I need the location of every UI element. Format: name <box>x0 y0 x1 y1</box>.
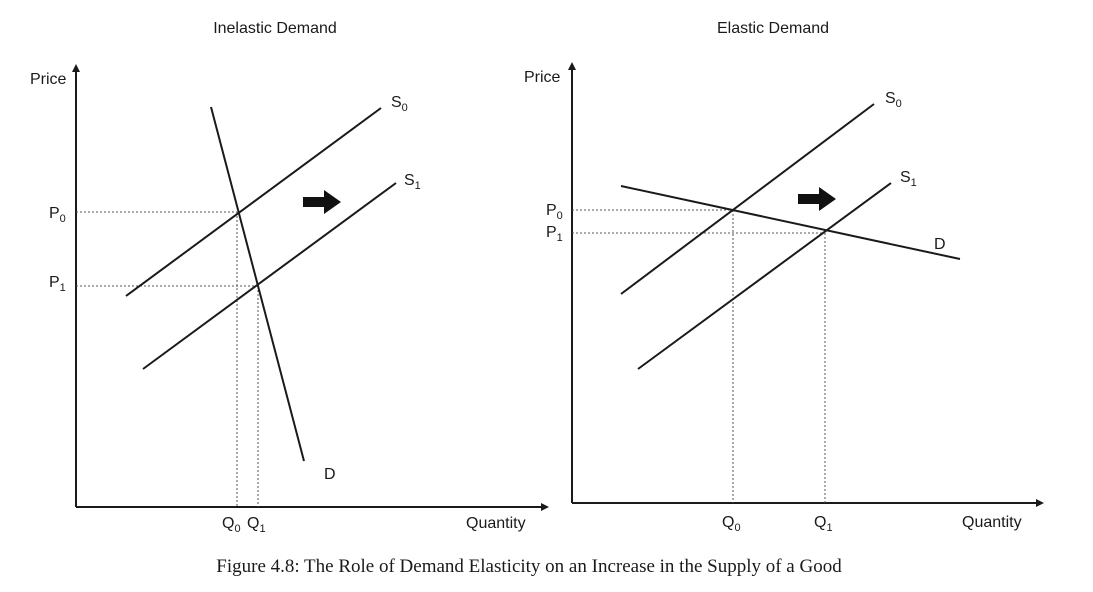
label-p1: P1 <box>49 274 66 294</box>
label-p0: P0 <box>546 202 563 222</box>
label-s1: S1 <box>404 172 421 192</box>
x-axis-label: Quantity <box>962 514 1022 531</box>
x-axis-label: Quantity <box>466 515 526 532</box>
supply-curve-s0 <box>125 107 382 297</box>
label-s0: S0 <box>391 94 408 114</box>
y-axis-label: Price <box>30 71 67 88</box>
panel-inelastic: Inelastic Demand Price Quantity S0 S1 D … <box>30 20 549 535</box>
label-q0: Q0 <box>222 515 241 535</box>
label-d: D <box>324 466 336 483</box>
right-arrow-icon <box>303 190 341 214</box>
supply-curve-s1 <box>142 182 397 370</box>
panel-elastic: Elastic Demand Price Quantity S0 S1 D P0… <box>524 20 1044 534</box>
panel-title: Inelastic Demand <box>213 20 337 37</box>
label-q1: Q1 <box>814 514 833 534</box>
label-s1: S1 <box>900 169 917 189</box>
label-q1: Q1 <box>247 515 266 535</box>
guide-lines <box>572 209 826 503</box>
demand-curve <box>210 106 305 462</box>
y-axis-label: Price <box>524 69 561 86</box>
guide-lines <box>76 211 259 507</box>
label-q0: Q0 <box>722 514 741 534</box>
demand-curve <box>620 185 961 260</box>
panel-title: Elastic Demand <box>717 20 829 37</box>
figure-caption: Figure 4.8: The Role of Demand Elasticit… <box>216 556 842 577</box>
supply-curve-s0 <box>620 103 875 295</box>
label-s0: S0 <box>885 90 902 110</box>
supply-curve-s1 <box>637 182 892 370</box>
label-d: D <box>934 236 946 253</box>
label-p0: P0 <box>49 205 66 225</box>
right-arrow-icon <box>798 187 836 211</box>
label-p1: P1 <box>546 224 563 244</box>
